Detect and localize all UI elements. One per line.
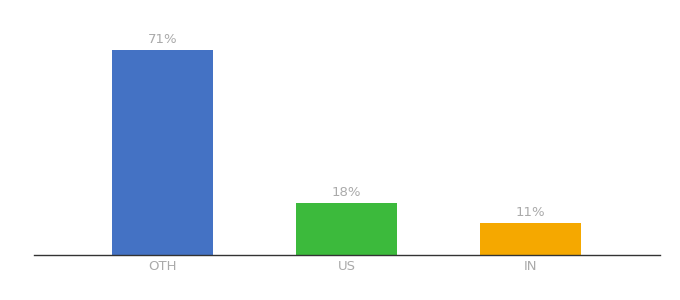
Text: 71%: 71%	[148, 33, 177, 46]
Bar	[296, 203, 397, 255]
Bar	[112, 50, 214, 255]
Text: 18%: 18%	[332, 186, 362, 199]
Text: 11%: 11%	[516, 206, 545, 219]
Bar	[480, 223, 581, 255]
